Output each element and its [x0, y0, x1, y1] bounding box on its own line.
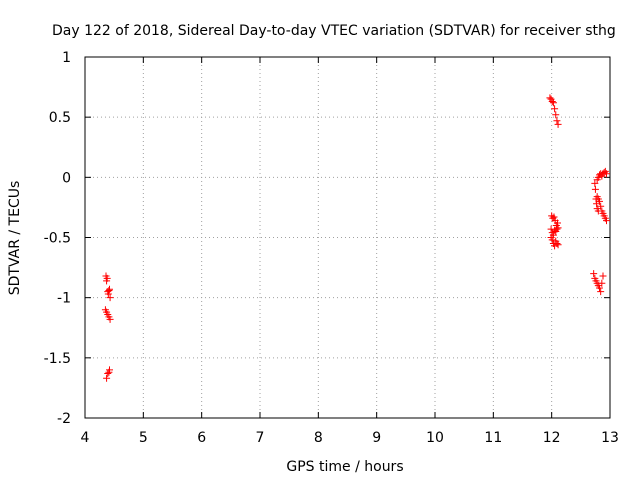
- data-point: [554, 241, 562, 249]
- x-tick-label: 6: [197, 430, 206, 446]
- y-tick-label: 0.5: [49, 110, 71, 126]
- axis-ticks: [84, 56, 611, 419]
- data-point: [549, 99, 557, 107]
- data-point: [590, 270, 598, 278]
- plot-area-frame: [84, 56, 611, 419]
- y-axis-tick-labels: 1 0.5 0 -0.5 -1 -1.5 -2: [44, 50, 71, 427]
- data-point: [554, 219, 561, 227]
- grid: [85, 57, 610, 418]
- data-points: [101, 94, 610, 382]
- data-point: [550, 213, 558, 221]
- x-tick-label: 11: [484, 430, 502, 446]
- data-point: [598, 279, 606, 287]
- data-point: [552, 111, 560, 119]
- y-tick-label: -1.5: [44, 351, 71, 367]
- y-tick-label: -1: [57, 291, 71, 307]
- data-point: [553, 225, 561, 233]
- data-point: [105, 286, 113, 294]
- data-point: [597, 288, 605, 296]
- x-tick-label: 8: [314, 430, 323, 446]
- data-point: [603, 217, 610, 225]
- chart-title: Day 122 of 2018, Sidereal Day-to-day VTE…: [52, 23, 616, 39]
- data-point: [554, 120, 562, 128]
- data-point: [106, 294, 114, 302]
- x-tick-label: 4: [81, 430, 90, 446]
- x-tick-label: 9: [372, 430, 381, 446]
- x-tick-label: 10: [426, 430, 444, 446]
- data-point: [594, 195, 602, 203]
- data-point: [547, 225, 555, 233]
- x-tick-label: 5: [139, 430, 148, 446]
- data-point: [603, 170, 610, 178]
- x-tick-label: 7: [256, 430, 265, 446]
- data-point: [591, 185, 599, 193]
- data-point: [596, 284, 603, 292]
- data-point: [553, 240, 561, 248]
- data-point: [548, 98, 556, 106]
- data-point: [548, 236, 556, 244]
- x-tick-label: 13: [601, 430, 619, 446]
- y-tick-label: -0.5: [44, 231, 71, 247]
- data-point: [553, 117, 561, 125]
- data-point: [104, 290, 112, 298]
- x-axis-label: GPS time / hours: [286, 459, 403, 475]
- data-point: [106, 315, 114, 323]
- y-tick-label: 0: [62, 170, 71, 186]
- data-point: [106, 285, 113, 293]
- data-point: [599, 272, 607, 280]
- y-tick-label: 1: [62, 50, 71, 66]
- data-point: [551, 105, 559, 113]
- data-point: [103, 374, 111, 382]
- y-tick-label: -2: [57, 411, 71, 427]
- data-point: [597, 202, 605, 210]
- data-point: [546, 94, 554, 102]
- data-point: [103, 274, 111, 282]
- data-point: [104, 369, 112, 377]
- x-axis-tick-labels: 4 5 6 7 8 9 10 11 12 13: [81, 430, 619, 446]
- data-point: [554, 224, 562, 232]
- y-axis-label: SDTVAR / TECUs: [7, 181, 23, 296]
- x-tick-label: 12: [543, 430, 561, 446]
- data-point: [106, 366, 113, 374]
- data-point: [591, 179, 599, 187]
